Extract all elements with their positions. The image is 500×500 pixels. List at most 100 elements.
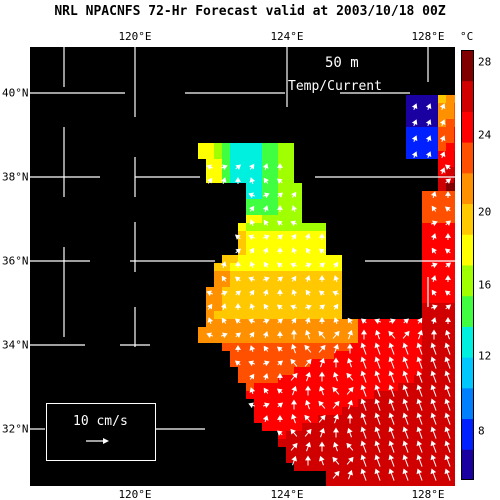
current-vector-head: [320, 344, 326, 351]
temperature-cell: [446, 471, 454, 479]
temperature-cell: [246, 375, 254, 383]
temperature-cell: [294, 223, 302, 231]
current-vector-head: [277, 192, 284, 198]
current-vector-head: [346, 442, 352, 449]
temperature-cell: [278, 223, 286, 231]
temperature-cell: [262, 215, 270, 223]
temperature-cell: [270, 327, 278, 335]
temperature-cell: [254, 215, 262, 223]
temperature-cell: [406, 135, 414, 143]
current-vector-head: [318, 330, 324, 337]
temperature-cell: [446, 287, 454, 295]
temperature-cell: [438, 311, 446, 319]
temperature-cell: [382, 455, 390, 463]
current-vector-head: [430, 398, 437, 405]
temperature-cell: [438, 295, 446, 303]
temperature-cell: [246, 279, 254, 287]
temperature-cell: [454, 383, 455, 391]
temperature-cell: [318, 423, 326, 431]
current-vector-head: [262, 415, 269, 421]
current-vector-head: [444, 248, 451, 254]
temperature-cell: [262, 311, 270, 319]
temperature-cell: [438, 359, 446, 367]
temperature-cell: [430, 447, 438, 455]
temperature-cell: [414, 119, 422, 127]
temperature-cell: [414, 103, 422, 111]
temperature-cell: [286, 263, 294, 271]
temperature-cell: [342, 351, 350, 359]
temperature-cell: [382, 479, 390, 486]
temperature-cell: [310, 335, 318, 343]
current-vector-head: [248, 234, 254, 241]
temperature-cell: [286, 199, 294, 207]
colorbar-segment: [461, 142, 474, 174]
temperature-cell: [366, 351, 374, 359]
current-vector-head: [374, 426, 381, 433]
temperature-cell: [326, 375, 334, 383]
temperature-cell: [310, 263, 318, 271]
current-vector-head: [416, 426, 423, 433]
temperature-cell: [422, 335, 430, 343]
temperature-cell: [238, 359, 246, 367]
temperature-cell: [270, 287, 278, 295]
current-vector-head: [292, 442, 298, 449]
temperature-cell: [230, 167, 238, 175]
temperature-cell: [230, 311, 238, 319]
temperature-cell: [446, 343, 454, 351]
current-vector-head: [318, 290, 325, 296]
temperature-cell: [254, 199, 262, 207]
current-vector-head: [402, 412, 409, 419]
temperature-cell: [454, 439, 455, 447]
current-vector-head: [388, 398, 395, 405]
current-vector-head: [444, 206, 451, 212]
current-vector-head: [402, 454, 409, 461]
temperature-cell: [294, 287, 302, 295]
temperature-cell: [454, 471, 455, 479]
temperature-cell: [326, 303, 334, 311]
temperature-cell: [430, 103, 438, 111]
temperature-cell: [422, 303, 430, 311]
temperature-cell: [398, 447, 406, 455]
temperature-cell: [414, 351, 422, 359]
temperature-cell: [310, 431, 318, 439]
temperature-cell: [454, 287, 455, 295]
temperature-cell: [438, 111, 446, 119]
temperature-cell: [422, 111, 430, 119]
temperature-cell: [294, 255, 302, 263]
temperature-cell: [270, 183, 278, 191]
temperature-cell: [382, 431, 390, 439]
temperature-cell: [286, 319, 294, 327]
temperature-cell: [446, 231, 454, 239]
temperature-cell: [422, 247, 430, 255]
current-vector-head: [416, 356, 423, 363]
current-vector-head: [360, 318, 367, 324]
temperature-cell: [318, 431, 326, 439]
temperature-cell: [246, 199, 254, 207]
temperature-cell: [294, 247, 302, 255]
temperature-cell: [366, 359, 374, 367]
temperature-cell: [286, 375, 294, 383]
temperature-cell: [414, 127, 422, 135]
current-vector-head: [249, 373, 255, 380]
temperature-cell: [406, 359, 414, 367]
temperature-cell: [254, 175, 262, 183]
temperature-cell: [294, 423, 302, 431]
temperature-cell: [278, 207, 286, 215]
temperature-cell: [438, 303, 446, 311]
current-vector-head: [403, 318, 410, 324]
current-vector-head: [248, 276, 254, 283]
temperature-cell: [334, 367, 342, 375]
temperature-cell: [222, 271, 230, 279]
temperature-cell: [262, 327, 270, 335]
temperature-cell: [326, 447, 334, 455]
current-vector-head: [360, 412, 367, 419]
current-vector-head: [249, 247, 255, 254]
temperature-cell: [238, 327, 246, 335]
temperature-cell: [246, 287, 254, 295]
temperature-cell: [326, 287, 334, 295]
temperature-cell: [286, 439, 294, 447]
current-vector-head: [430, 317, 437, 323]
temperature-cell: [342, 375, 350, 383]
current-vector-head: [262, 289, 269, 295]
temperature-cell: [318, 335, 326, 343]
